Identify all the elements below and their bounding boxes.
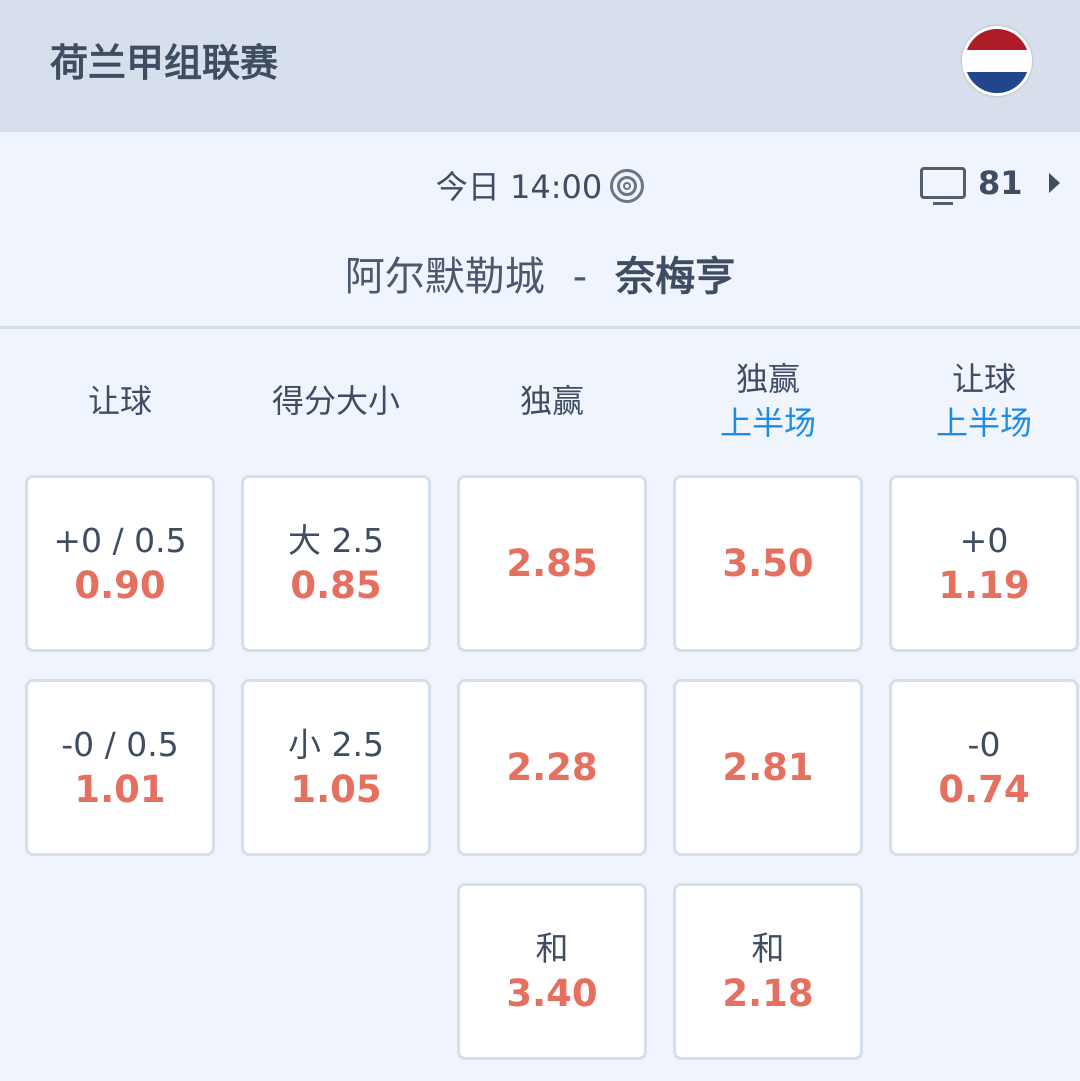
market-count: 81 xyxy=(978,164,1023,202)
odds-label: +0 / 0.5 xyxy=(53,520,187,560)
odds-button[interactable]: 2.81 xyxy=(673,679,863,856)
odds-label: +0 xyxy=(959,520,1009,560)
odds-value: 0.74 xyxy=(938,767,1030,811)
netherlands-flag-icon xyxy=(962,26,1032,96)
odds-button[interactable]: +0 / 0.5 0.90 xyxy=(25,475,215,652)
odds-value: 0.90 xyxy=(74,563,166,607)
chevron-right-icon xyxy=(1048,173,1060,193)
odds-value: 2.28 xyxy=(506,745,598,789)
tv-icon xyxy=(920,167,966,205)
odds-value: 2.85 xyxy=(506,541,598,585)
odds-label: 大 2.5 xyxy=(288,520,384,560)
column-header: 得分大小 xyxy=(271,382,400,420)
odds-button[interactable]: -0 0.74 xyxy=(889,679,1079,856)
odds-value: 3.40 xyxy=(506,971,598,1015)
odds-value: 1.19 xyxy=(938,563,1030,607)
odds-button[interactable]: +0 1.19 xyxy=(889,475,1079,652)
odds-button[interactable]: 和 3.40 xyxy=(457,883,647,1060)
odds-value: 0.85 xyxy=(290,563,382,607)
column-header: 独赢 xyxy=(519,382,584,420)
odds-label: 小 2.5 xyxy=(288,724,384,764)
column-header: 独赢 上半场 xyxy=(673,356,863,446)
odds-button[interactable]: -0 / 0.5 1.01 xyxy=(25,679,215,856)
odds-label: -0 / 0.5 xyxy=(61,724,179,764)
away-team: 奈梅亨 xyxy=(615,254,736,300)
odds-value: 3.50 xyxy=(722,541,814,585)
odds-button[interactable]: 和 2.18 xyxy=(673,883,863,1060)
odds-value: 1.05 xyxy=(290,767,382,811)
odds-label: 和 xyxy=(751,928,785,968)
odds-button[interactable]: 小 2.5 1.05 xyxy=(241,679,431,856)
live-target-icon xyxy=(610,169,645,203)
odds-button[interactable]: 2.85 xyxy=(457,475,647,652)
odds-label: 和 xyxy=(535,928,569,968)
league-header: 荷兰甲组联赛 xyxy=(0,0,1080,132)
match-teams: 阿尔默勒城 - 奈梅亨 xyxy=(344,254,736,300)
odds-button[interactable]: 2.28 xyxy=(457,679,647,856)
home-team: 阿尔默勒城 xyxy=(344,254,545,300)
column-header: 让球 xyxy=(87,382,152,420)
odds-value: 2.18 xyxy=(722,971,814,1015)
column-header: 让球 上半场 xyxy=(889,356,1079,446)
odds-button[interactable]: 大 2.5 0.85 xyxy=(241,475,431,652)
tv-markets-link[interactable]: 81 xyxy=(920,164,1060,205)
column-subtitle: 上半场 xyxy=(935,404,1032,442)
column-subtitle: 上半场 xyxy=(719,404,816,442)
league-title: 荷兰甲组联赛 xyxy=(50,41,279,85)
odds-value: 2.81 xyxy=(722,745,814,789)
odds-value: 1.01 xyxy=(74,767,166,811)
odds-label: -0 xyxy=(967,724,1001,764)
match-time: 今日 14:00 xyxy=(0,162,1080,208)
odds-button[interactable]: 3.50 xyxy=(673,475,863,652)
divider xyxy=(0,326,1080,329)
